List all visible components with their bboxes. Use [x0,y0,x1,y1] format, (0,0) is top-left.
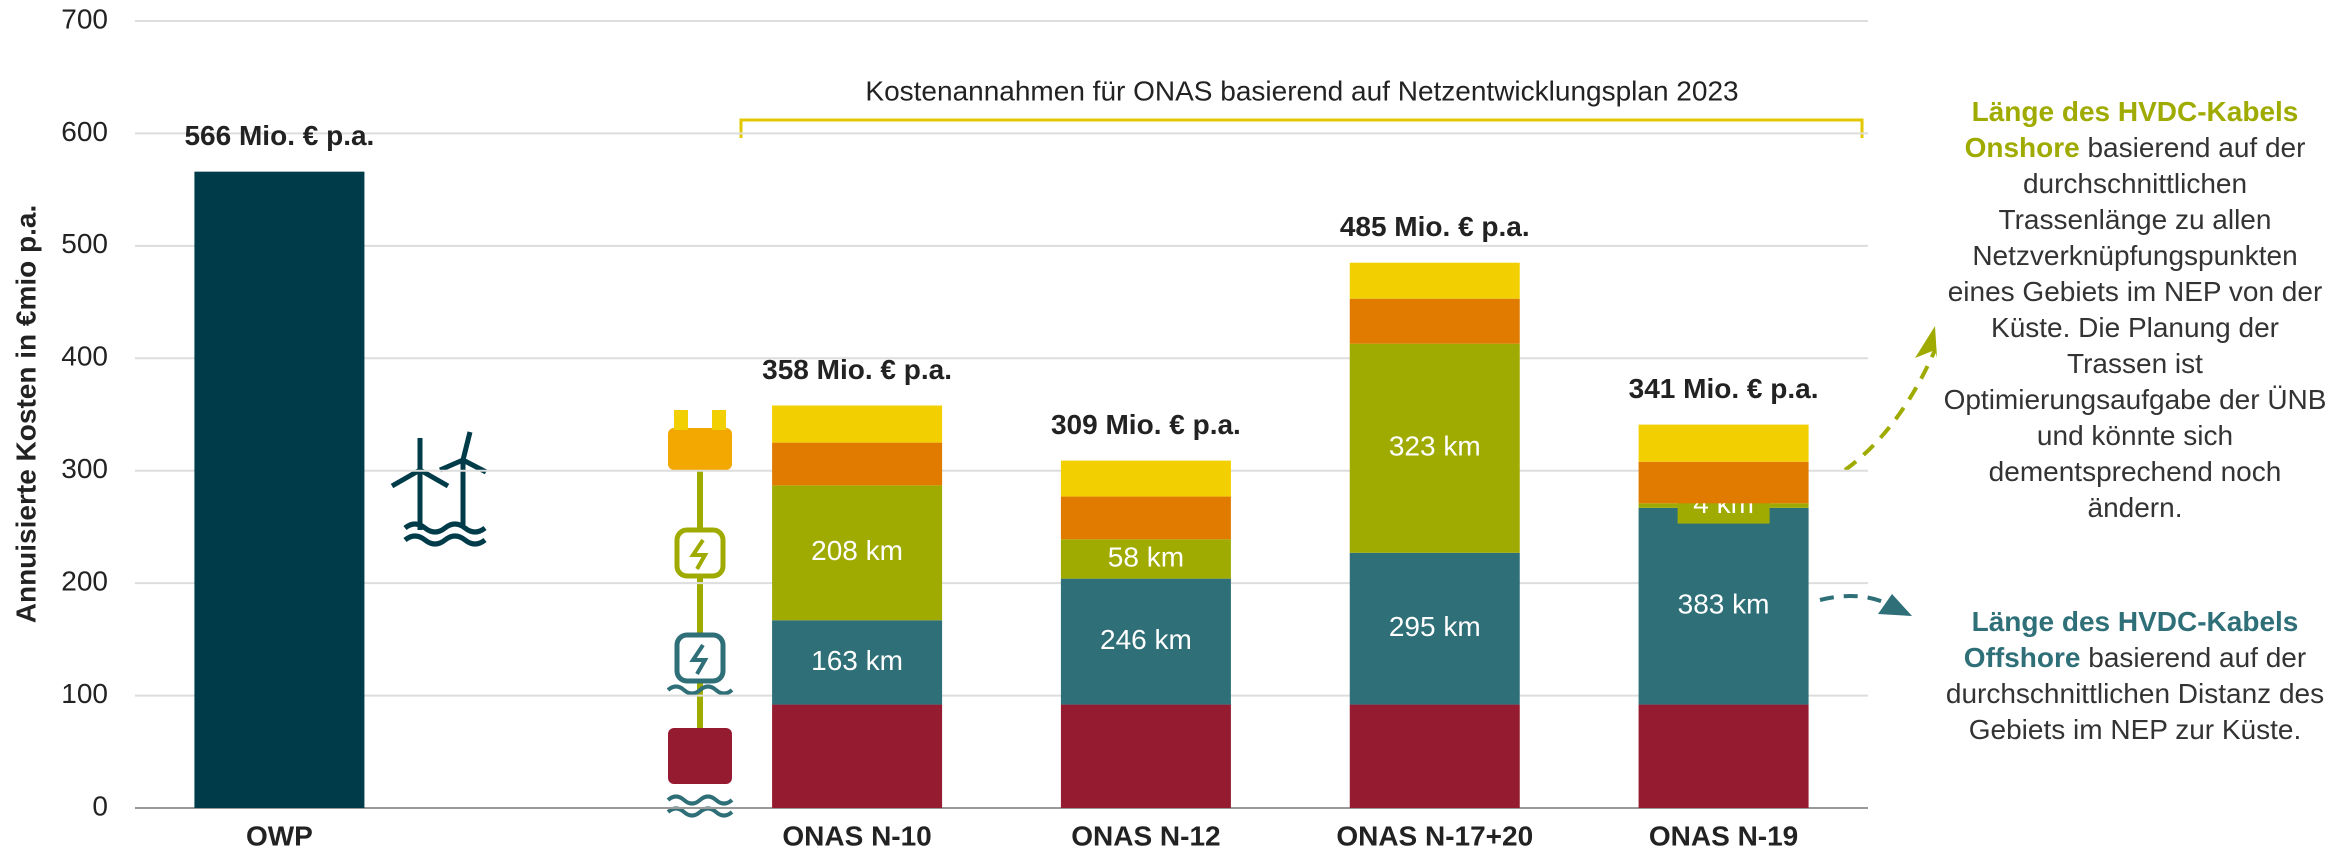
total-label: 341 Mio. € p.a. [1629,373,1819,404]
bar-segment [1638,704,1809,808]
note-text: basierend auf der durchschnittlichen Dis… [1945,642,2325,745]
y-tick-label: 700 [61,3,108,34]
x-tick-label: ONAS N-12 [1071,820,1220,851]
y-tick-label: 200 [61,566,108,597]
bar-segment [194,171,365,808]
total-label: 358 Mio. € p.a. [762,354,952,385]
x-tick-label: OWP [246,820,313,851]
y-tick-label: 500 [61,228,108,259]
arrow-head [1878,594,1912,616]
annotation: Kostenannahmen für ONAS basierend auf Ne… [865,75,1738,106]
x-tick-label: ONAS N-10 [782,820,931,851]
y-tick-label: 300 [61,453,108,484]
total-label: 485 Mio. € p.a. [1340,211,1530,242]
note-text: basierend auf der durchschnittlichen Tra… [1943,132,2327,523]
segment-label: 163 km [811,645,903,676]
bar-segment [1349,552,1520,705]
bar-segment [1060,704,1231,808]
segment-label: 208 km [811,535,903,566]
segment-label: 246 km [1100,624,1192,655]
total-label: 566 Mio. € p.a. [184,120,374,151]
arrow-head [1915,326,1937,358]
note-highlight: Offshore [1963,642,2081,673]
bar-segment [1349,704,1520,808]
x-tick-label: ONAS N-17+20 [1336,820,1533,851]
y-tick-label: 0 [92,790,108,821]
note-highlight: Onshore [1964,132,2080,163]
y-tick-label: 400 [61,341,108,372]
bar-segment [1349,262,1520,299]
wind-icon [390,431,488,547]
arrow [1819,594,1891,607]
y-tick-label: 600 [61,116,108,147]
bar-segment [772,442,943,486]
bar-segment [772,704,943,808]
bar-segment [1349,298,1520,344]
segment-label: 323 km [1389,431,1481,462]
bar-segment [772,405,943,443]
y-tick-label: 100 [61,678,108,709]
note: Länge des HVDC-Kabels Onshore basierend … [1940,94,2330,526]
segment-label: 295 km [1389,611,1481,642]
arrow [1843,349,1937,472]
bar-segment [1060,539,1231,579]
bracket [739,118,1864,138]
connection-icon [666,410,734,818]
bar-segment [1638,424,1809,462]
bar-segment [772,620,943,705]
x-tick-label: ONAS N-19 [1649,820,1798,851]
total-label: 309 Mio. € p.a. [1051,409,1241,440]
bar-segment [1638,507,1809,705]
segment-label: 383 km [1678,589,1770,620]
bar-segment [772,485,943,621]
bar-segment [1349,343,1520,553]
note: Länge des HVDC-Kabels Offshore basierend… [1940,604,2330,748]
bar-segment [1060,460,1231,497]
y-axis-label: Annuisierte Kosten in €mio p.a. [10,205,41,624]
bar-segment [1060,578,1231,705]
segment-label: 58 km [1108,541,1184,572]
note-highlight: Länge des HVDC-Kabels [1971,96,2299,127]
bar-segment [1638,461,1809,504]
bar-segment [1060,496,1231,540]
note-highlight: Länge des HVDC-Kabels [1971,606,2299,637]
